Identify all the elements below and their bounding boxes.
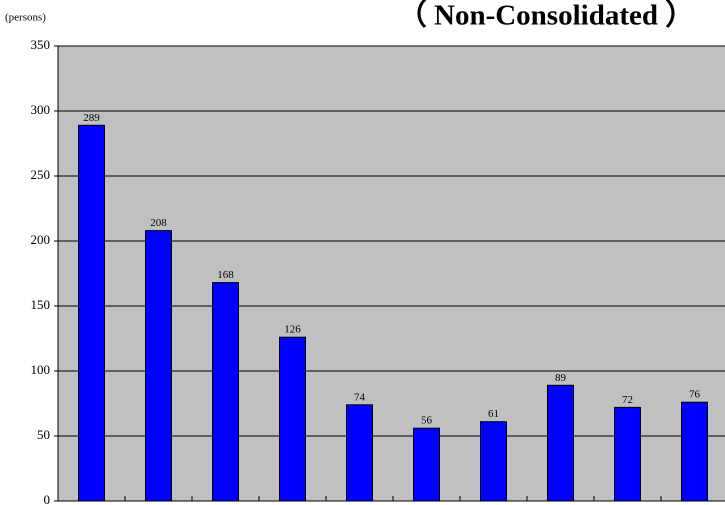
data-label: 89 <box>555 372 567 384</box>
y-tick-label: 200 <box>31 232 51 247</box>
data-label: 126 <box>284 324 301 336</box>
bar <box>480 421 507 502</box>
bar <box>547 384 574 502</box>
y-tick-label: 0 <box>44 492 51 505</box>
y-tick-label: 150 <box>31 297 51 312</box>
data-label: 74 <box>354 391 366 403</box>
data-label: 289 <box>83 112 100 124</box>
data-label: 208 <box>150 217 167 229</box>
bar <box>413 427 440 502</box>
data-label: 72 <box>622 394 633 406</box>
bar <box>78 124 105 502</box>
y-tick-label: 100 <box>31 362 51 377</box>
y-tick-label: 350 <box>31 37 51 52</box>
data-label: 56 <box>421 415 433 427</box>
bar <box>346 404 373 502</box>
data-label: 76 <box>689 389 701 401</box>
bar <box>681 401 708 502</box>
chart-title: （ Non-Consolidated ） <box>398 0 695 32</box>
y-tick-label: 50 <box>37 427 50 442</box>
y-tick-label: 300 <box>31 102 51 117</box>
y-tick-label: 250 <box>31 167 51 182</box>
bar <box>279 336 306 502</box>
data-label: 168 <box>217 269 234 281</box>
data-label: 61 <box>488 408 499 420</box>
y-axis-label: (persons) <box>5 12 46 24</box>
bar <box>145 230 172 502</box>
bar <box>614 406 641 502</box>
bar <box>212 282 239 502</box>
